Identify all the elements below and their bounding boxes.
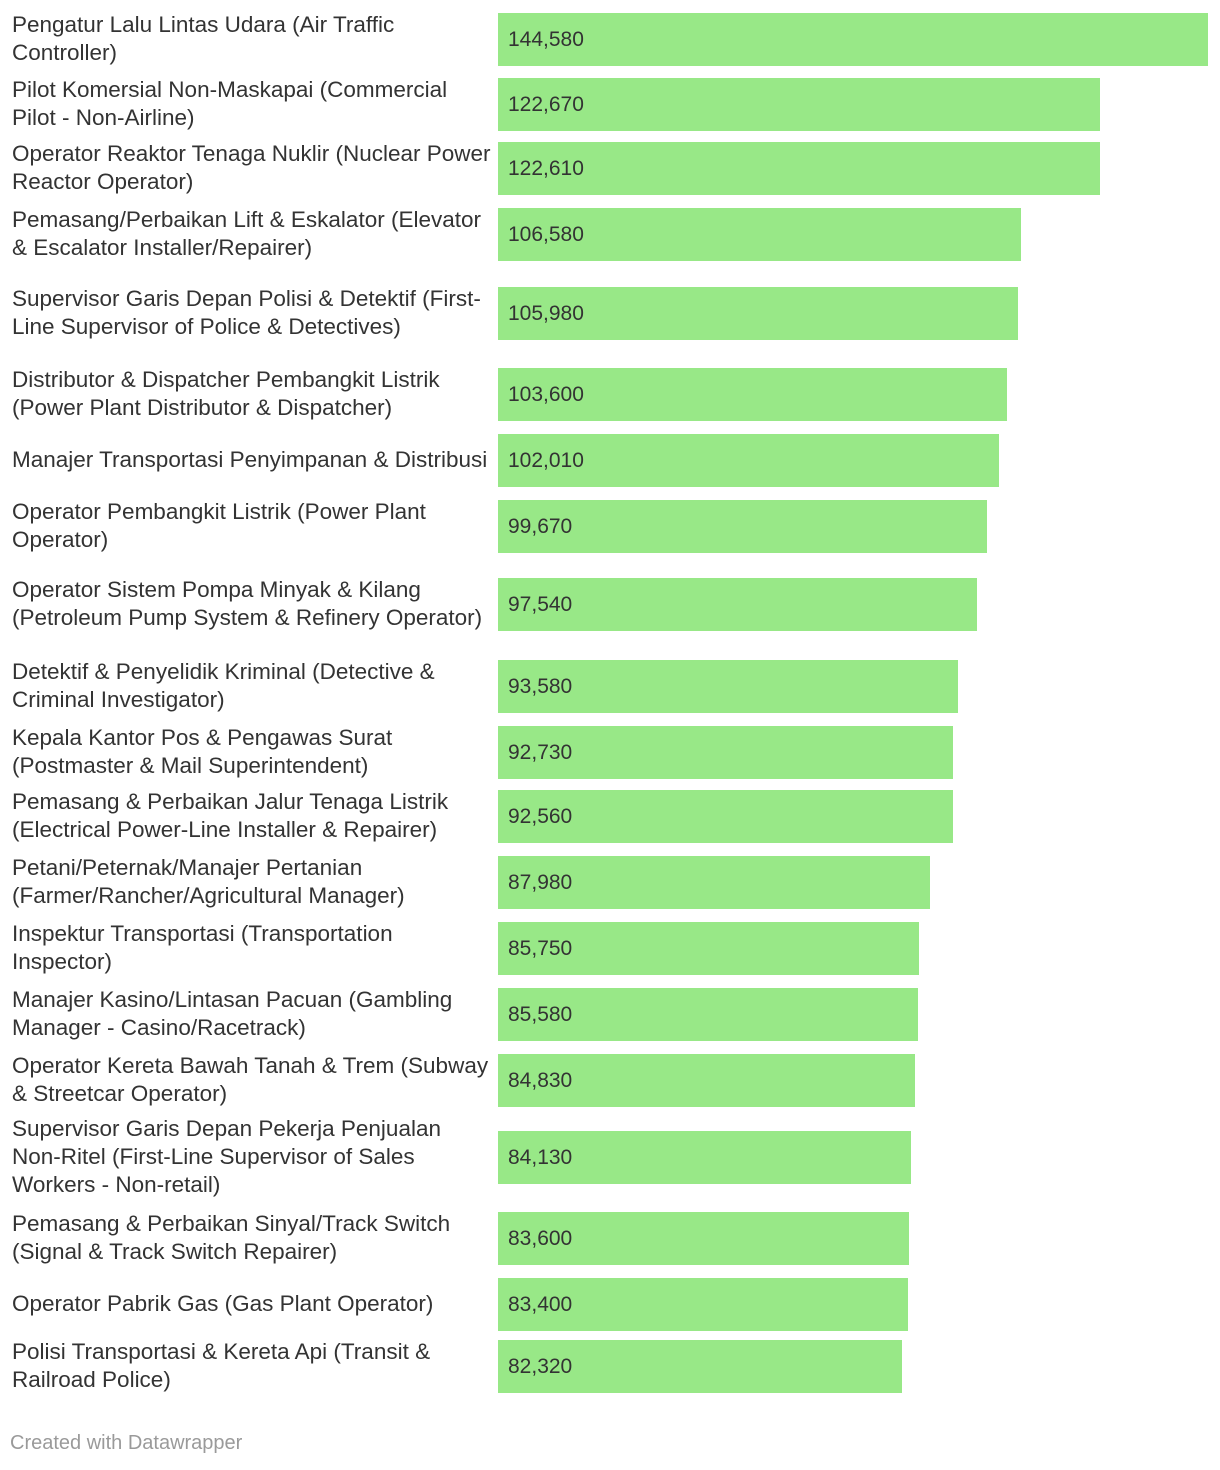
category-label: Manajer Transportasi Penyimpanan & Distr…: [12, 430, 492, 490]
category-label: Manajer Kasino/Lintasan Pacuan (Gambling…: [12, 984, 492, 1044]
category-label-text: Detektif & Penyelidik Kriminal (Detectiv…: [12, 659, 435, 712]
bar: 103,600: [498, 368, 1007, 421]
category-label: Operator Sistem Pompa Minyak & Kilang (P…: [12, 562, 492, 646]
category-label: Operator Kereta Bawah Tanah & Trem (Subw…: [12, 1050, 492, 1110]
bar-value-label: 87,980: [508, 870, 573, 894]
category-label: Pemasang & Perbaikan Jalur Tenaga Listri…: [12, 786, 492, 846]
bar-value-label: 122,610: [508, 156, 584, 180]
bar-value-label: 105,980: [508, 301, 584, 325]
bar-value-label: 103,600: [508, 382, 584, 406]
category-label-text: Supervisor Garis Depan Pekerja Penjualan…: [12, 1116, 441, 1197]
bar-value-label: 82,320: [508, 1354, 573, 1378]
category-label: Polisi Transportasi & Kereta Api (Transi…: [12, 1336, 492, 1396]
bar: 102,010: [498, 434, 999, 487]
bar-value-label: 92,560: [508, 804, 573, 828]
category-label-text: Pemasang/Perbaikan Lift & Eskalator (Ele…: [12, 207, 481, 260]
bar: 99,670: [498, 500, 987, 553]
category-label-text: Manajer Kasino/Lintasan Pacuan (Gambling…: [12, 987, 453, 1040]
category-label-text: Petani/Peternak/Manajer Pertanian (Farme…: [12, 855, 405, 908]
category-label: Pengatur Lalu Lintas Udara (Air Traffic …: [12, 8, 492, 70]
category-label: Distributor & Dispatcher Pembangkit List…: [12, 364, 492, 424]
bar-value-label: 83,400: [508, 1292, 573, 1316]
bar: 83,400: [498, 1278, 908, 1331]
category-label: Petani/Peternak/Manajer Pertanian (Farme…: [12, 852, 492, 912]
bar: 97,540: [498, 578, 977, 631]
category-label-text: Pemasang & Perbaikan Sinyal/Track Switch…: [12, 1211, 451, 1264]
category-label-text: Distributor & Dispatcher Pembangkit List…: [12, 367, 440, 420]
bar: 106,580: [498, 208, 1021, 261]
category-label: Supervisor Garis Depan Pekerja Penjualan…: [12, 1114, 492, 1200]
bar: 144,580: [498, 13, 1208, 66]
category-label-text: Pemasang & Perbaikan Jalur Tenaga Listri…: [12, 789, 449, 842]
category-label-text: Operator Reaktor Tenaga Nuklir (Nuclear …: [12, 141, 491, 194]
bar-value-label: 84,830: [508, 1068, 573, 1092]
category-label-text: Pengatur Lalu Lintas Udara (Air Traffic …: [12, 12, 395, 65]
category-label: Operator Pabrik Gas (Gas Plant Operator): [12, 1274, 492, 1334]
category-label: Pemasang & Perbaikan Sinyal/Track Switch…: [12, 1208, 492, 1268]
bar: 105,980: [498, 287, 1018, 340]
bar: 122,610: [498, 142, 1100, 195]
bar-value-label: 97,540: [508, 592, 573, 616]
bar: 122,670: [498, 78, 1100, 131]
category-label: Kepala Kantor Pos & Pengawas Surat (Post…: [12, 722, 492, 782]
category-label-text: Operator Pabrik Gas (Gas Plant Operator): [12, 1291, 434, 1316]
bar-value-label: 92,730: [508, 740, 573, 764]
category-label-text: Kepala Kantor Pos & Pengawas Surat (Post…: [12, 725, 393, 778]
bar: 87,980: [498, 856, 930, 909]
category-label: Pilot Komersial Non-Maskapai (Commercial…: [12, 74, 492, 134]
bar-value-label: 83,600: [508, 1226, 573, 1250]
bar-value-label: 106,580: [508, 222, 584, 246]
category-label-text: Operator Sistem Pompa Minyak & Kilang (P…: [12, 577, 483, 630]
bar: 84,130: [498, 1131, 911, 1184]
category-label: Supervisor Garis Depan Polisi & Detektif…: [12, 270, 492, 356]
category-label-text: Inspektur Transportasi (Transportation I…: [12, 921, 393, 974]
category-label-text: Manajer Transportasi Penyimpanan & Distr…: [12, 447, 488, 472]
bar: 92,730: [498, 726, 953, 779]
bar-value-label: 144,580: [508, 27, 584, 51]
bar-value-label: 99,670: [508, 514, 573, 538]
category-label-text: Polisi Transportasi & Kereta Api (Transi…: [12, 1339, 431, 1392]
category-label: Inspektur Transportasi (Transportation I…: [12, 918, 492, 978]
bar: 85,750: [498, 922, 919, 975]
bar-value-label: 93,580: [508, 674, 573, 698]
datawrapper-credit[interactable]: Created with Datawrapper: [10, 1432, 243, 1454]
bar-value-label: 102,010: [508, 448, 584, 472]
bar: 92,560: [498, 790, 953, 843]
bar-value-label: 85,750: [508, 936, 573, 960]
bar: 93,580: [498, 660, 958, 713]
category-label-text: Operator Kereta Bawah Tanah & Trem (Subw…: [12, 1053, 489, 1106]
category-label: Detektif & Penyelidik Kriminal (Detectiv…: [12, 656, 492, 716]
bar: 82,320: [498, 1340, 902, 1393]
category-label: Operator Reaktor Tenaga Nuklir (Nuclear …: [12, 138, 492, 198]
category-label: Pemasang/Perbaikan Lift & Eskalator (Ele…: [12, 204, 492, 264]
category-label-text: Operator Pembangkit Listrik (Power Plant…: [12, 499, 426, 552]
bar-chart: Pengatur Lalu Lintas Udara (Air Traffic …: [12, 8, 1208, 1396]
category-label: Operator Pembangkit Listrik (Power Plant…: [12, 496, 492, 556]
bar-value-label: 122,670: [508, 92, 584, 116]
bar: 85,580: [498, 988, 918, 1041]
bar: 83,600: [498, 1212, 909, 1265]
bar-value-label: 84,130: [508, 1145, 573, 1169]
bar-value-label: 85,580: [508, 1002, 573, 1026]
bar: 84,830: [498, 1054, 915, 1107]
category-label-text: Pilot Komersial Non-Maskapai (Commercial…: [12, 77, 448, 130]
category-label-text: Supervisor Garis Depan Polisi & Detektif…: [12, 286, 481, 339]
